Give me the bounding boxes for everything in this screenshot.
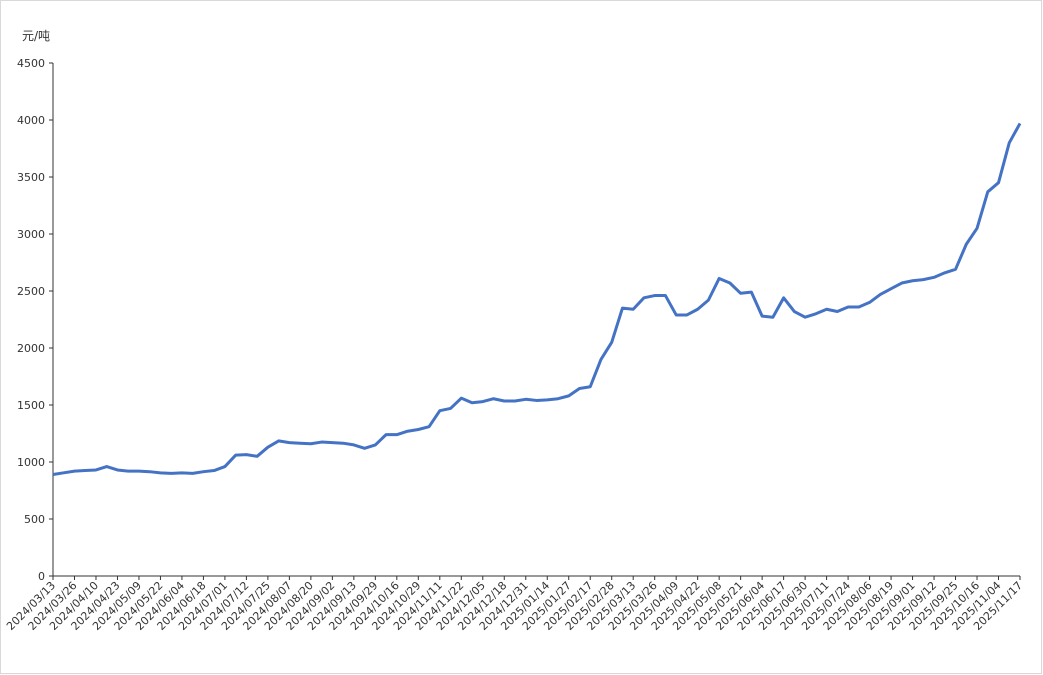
y-tick-label: 2500 — [17, 285, 45, 298]
y-tick-label: 1500 — [17, 399, 45, 412]
line-series — [52, 122, 1022, 477]
y-tick-label: 500 — [24, 513, 45, 526]
y-axis-label: 元/吨 — [22, 29, 50, 43]
y-tick-label: 1000 — [17, 456, 45, 469]
y-tick-label: 3000 — [17, 228, 45, 241]
y-tick-label: 3500 — [17, 171, 45, 184]
y-tick-label: 0 — [38, 570, 45, 583]
y-tick-label: 4000 — [17, 114, 45, 127]
y-tick-label: 2000 — [17, 342, 45, 355]
y-tick-label: 4500 — [17, 57, 45, 70]
